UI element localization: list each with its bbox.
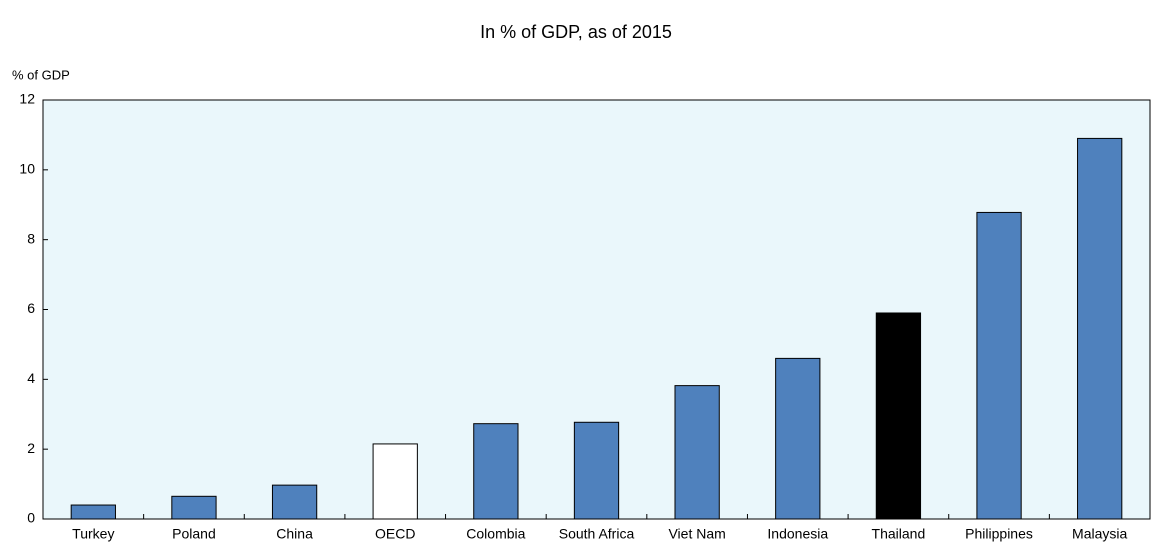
y-tick-label: 12 (19, 91, 35, 107)
y-tick-label: 10 (19, 161, 35, 177)
bar (976, 211, 1022, 520)
y-tick-label: 8 (27, 230, 35, 246)
bar (1077, 137, 1123, 520)
y-tick-label: 0 (27, 510, 35, 526)
y-tick-label: 6 (27, 300, 35, 316)
bar (372, 443, 418, 520)
x-tick-label: Philippines (965, 526, 1033, 542)
x-tick-label: Viet Nam (668, 526, 725, 542)
x-tick-label: Colombia (466, 526, 525, 542)
x-tick-label: Indonesia (767, 526, 828, 542)
x-tick-label: China (276, 526, 313, 542)
x-tick-label: Thailand (872, 526, 926, 542)
bar (573, 421, 620, 520)
bar (473, 423, 519, 520)
y-tick-label: 2 (27, 440, 35, 456)
chart-title: In % of GDP, as of 2015 (480, 22, 672, 42)
bar (70, 504, 116, 520)
bar (875, 312, 922, 520)
y-axis-label: % of GDP (12, 67, 70, 82)
x-tick-label: Turkey (72, 526, 114, 542)
x-tick-label: South Africa (559, 526, 635, 542)
x-tick-label: Poland (172, 526, 216, 542)
x-tick-label: OECD (375, 526, 415, 542)
bar (775, 357, 821, 520)
bar (171, 495, 217, 520)
bar (674, 385, 720, 520)
y-tick-label: 4 (27, 370, 35, 386)
bar (271, 484, 318, 520)
x-tick-label: Malaysia (1072, 526, 1127, 542)
